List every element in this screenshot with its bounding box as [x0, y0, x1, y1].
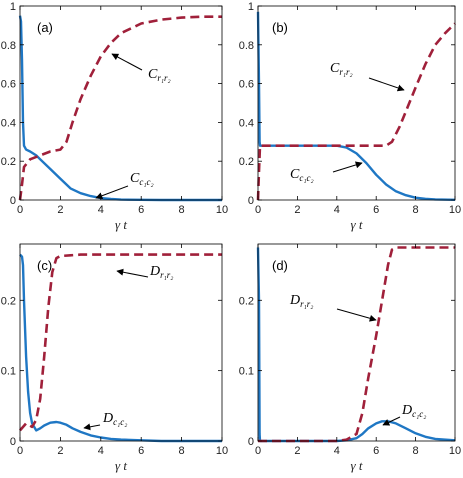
annotation-arrow	[95, 185, 129, 200]
annotation-arrow	[111, 53, 143, 71]
y-tick-label: 0.6	[1, 79, 16, 91]
chart-panel-c: 0 2 4 6 8 10 0 0.1 0.2 γ t (c) Dr₁r₂ Dc₁c₂	[1, 243, 228, 473]
solid-series-line	[18, 15, 222, 202]
x-tick-label: 6	[138, 445, 144, 457]
axes-frame	[19, 243, 223, 442]
x-axis-label: γ t	[351, 458, 363, 473]
y-tick-label: 0.2	[239, 295, 254, 307]
x-tick-label: 8	[179, 445, 185, 457]
x-tick-label: 6	[138, 204, 144, 216]
x-axis-label: γ t	[115, 458, 127, 473]
y-tick-label: 0.1	[1, 366, 16, 378]
panel-label: (b)	[272, 20, 288, 35]
series-annotation: Dr₁r₂	[289, 293, 313, 309]
axes-frame	[257, 243, 456, 442]
x-tick-label: 0	[17, 204, 23, 216]
y-tick-label: 0.4	[239, 117, 254, 129]
x-tick-label: 4	[98, 204, 104, 216]
y-tick-label: 0.2	[239, 156, 254, 168]
annotation-arrow	[382, 416, 401, 426]
series-annotation: Dr₁r₂	[149, 264, 173, 280]
x-axis-label: γ t	[351, 217, 363, 232]
y-tick-label: 0	[10, 195, 16, 207]
x-tick-label: 2	[294, 445, 300, 457]
x-tick-label: 4	[334, 204, 340, 216]
y-tick-label: 0	[248, 436, 254, 448]
y-tick-label: 0.4	[1, 117, 16, 129]
y-tick-label: 0.2	[1, 156, 16, 168]
x-tick-label: 4	[98, 445, 104, 457]
x-tick-label: 2	[57, 204, 63, 216]
y-tick-label: 1	[10, 1, 16, 13]
annotation-arrow	[116, 268, 149, 278]
x-tick-label: 0	[255, 204, 261, 216]
x-tick-label: 6	[373, 445, 379, 457]
x-tick-label: 10	[216, 445, 228, 457]
y-tick-label: 0.6	[239, 79, 254, 91]
x-tick-label: 6	[373, 204, 379, 216]
panel-label: (c)	[37, 258, 52, 273]
x-tick-label: 2	[294, 204, 300, 216]
panel-label: (d)	[272, 258, 288, 273]
dashed-series-line	[19, 253, 222, 432]
x-tick-label: 8	[413, 204, 419, 216]
series-annotation: Cr₁r₂	[148, 67, 171, 83]
annotation-arrow	[332, 161, 363, 173]
y-tick-label: 0.1	[239, 366, 254, 378]
y-tick-label: 0.8	[239, 40, 254, 52]
x-tick-label: 8	[413, 445, 419, 457]
annotation-arrow	[336, 308, 377, 322]
y-tick-label: 0.2	[1, 295, 16, 307]
x-tick-label: 8	[179, 204, 185, 216]
solid-series-line	[19, 253, 222, 443]
y-tick-label: 1	[248, 1, 254, 13]
series-annotation: Cc₁c₂	[290, 167, 314, 183]
x-tick-label: 10	[216, 204, 228, 216]
x-axis-label: γ t	[115, 217, 127, 232]
series-annotation: Cr₁r₂	[330, 61, 353, 77]
x-tick-label: 10	[449, 445, 461, 457]
panel-label: (a)	[37, 20, 53, 35]
x-tick-label: 2	[57, 445, 63, 457]
series-annotation: Cc₁c₂	[130, 171, 154, 187]
chart-panel-d: 0 2 4 6 8 10 0 0.1 0.2 γ t (d) Dr₁r₂ Dc₁c₂	[239, 243, 461, 473]
dashed-series-line	[256, 22, 456, 201]
x-tick-label: 10	[449, 204, 461, 216]
series-annotation: Dc₁c₂	[102, 411, 127, 427]
dashed-series-line	[258, 246, 455, 443]
solid-series-line	[256, 11, 456, 201]
series-annotation: Dc₁c₂	[401, 403, 426, 419]
chart-panel-a: 0 2 4 6 8 10 0 0.2 0.4 0.6 0.8 1 γ t (a) Cr₁r₂ Cc₁c₂	[1, 1, 228, 232]
chart-panel-b: 0 2 4 6 8 10 0 0.2 0.4 0.6 0.8 1 γ t (b) Cr₁r₂ Cc₁c₂	[239, 1, 461, 232]
axes-frame	[19, 5, 223, 201]
x-tick-label: 0	[17, 445, 23, 457]
y-tick-label: 0	[248, 195, 254, 207]
y-tick-label: 0	[10, 436, 16, 448]
y-tick-label: 0.8	[1, 40, 16, 52]
x-tick-label: 0	[255, 445, 261, 457]
x-tick-label: 4	[334, 445, 340, 457]
annotation-arrow	[368, 77, 405, 92]
axes-frame	[257, 5, 456, 201]
dashed-series-line	[18, 15, 222, 201]
annotation-arrow	[83, 423, 101, 431]
